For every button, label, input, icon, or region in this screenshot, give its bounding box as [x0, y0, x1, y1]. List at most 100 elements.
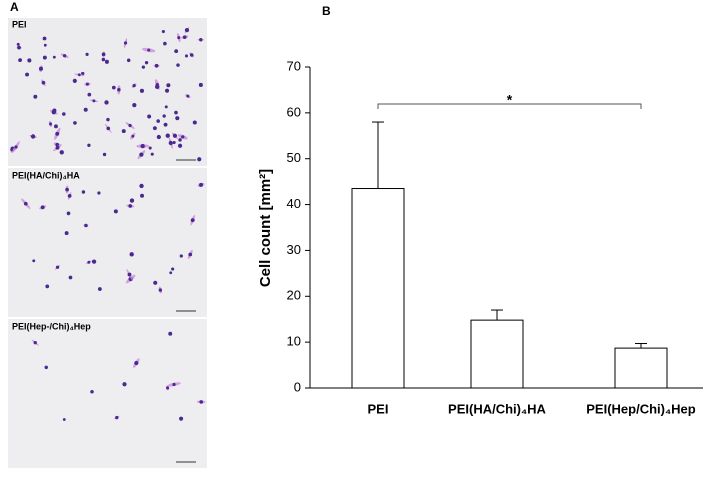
cell-nucleus — [192, 120, 197, 125]
cell-nucleus — [97, 191, 101, 195]
cell-nucleus — [39, 66, 43, 71]
cell-nucleus — [131, 134, 135, 138]
cell-nucleus — [165, 133, 170, 138]
cell-nucleus — [55, 265, 60, 269]
cell-nucleus — [178, 138, 182, 142]
cell-nucleus — [140, 143, 145, 149]
cell-nucleus — [44, 365, 48, 370]
cell-nucleus — [42, 55, 47, 60]
cell-nucleus — [172, 382, 176, 387]
cell-nucleus — [198, 82, 203, 87]
cell-nucleus — [106, 126, 111, 131]
cell-nucleus — [83, 107, 88, 112]
cell-nucleus — [49, 122, 52, 126]
cell-nucleus — [147, 48, 151, 52]
cell-nucleus — [176, 63, 180, 67]
cell-nucleus — [68, 275, 73, 280]
cell-nucleus — [171, 267, 175, 271]
cell-nucleus — [132, 102, 137, 108]
cell-nucleus — [150, 152, 154, 156]
cell-nucleus — [106, 117, 110, 122]
cell-nucleus — [199, 38, 203, 42]
cell-nucleus — [127, 272, 132, 277]
cell-nucleus — [148, 146, 152, 150]
cell-nucleus — [102, 152, 107, 157]
cell-nucleus — [134, 360, 139, 366]
cell-nucleus — [189, 53, 194, 57]
cell-nucleus — [55, 142, 60, 147]
cell-nucleus — [81, 190, 86, 194]
cell-nucleus — [77, 73, 81, 77]
cell-nucleus — [164, 105, 168, 109]
micrograph — [8, 18, 207, 166]
cell-nucleus — [87, 143, 91, 147]
cell-nucleus — [104, 59, 109, 64]
cell-nucleus — [40, 205, 45, 210]
bar — [614, 347, 668, 389]
cell-nucleus — [18, 58, 22, 63]
cell-nucleus — [168, 140, 173, 146]
y-tick-label: 30 — [287, 242, 301, 257]
cell-nucleus — [97, 287, 102, 291]
cell-nucleus — [141, 65, 146, 69]
cell-nucleus — [129, 252, 134, 257]
cell-nucleus — [132, 83, 136, 88]
cell-nucleus — [158, 288, 163, 292]
cell-nucleus — [52, 55, 56, 59]
y-tick-label: 10 — [287, 334, 301, 349]
cell-nucleus — [64, 231, 69, 236]
image-label: PEI(Hep-/Chi)₄Hep — [12, 321, 91, 331]
cell-nucleus — [154, 84, 160, 89]
cell-nucleus — [175, 116, 180, 121]
cell-nucleus — [163, 41, 167, 46]
cell-nucleus — [147, 114, 152, 119]
cell-nucleus — [190, 218, 195, 223]
cell-nucleus — [17, 45, 21, 50]
cell-nucleus — [126, 58, 131, 63]
cell-nucleus — [129, 198, 135, 203]
cell-nucleus — [123, 41, 128, 45]
cell-nucleus — [84, 223, 88, 228]
cell-nucleus — [179, 254, 183, 258]
cell-nucleus — [73, 121, 77, 125]
cell-nucleus — [168, 331, 173, 336]
cell-nucleus — [33, 94, 38, 99]
cell-nucleus — [128, 123, 132, 128]
cell-nucleus — [62, 418, 66, 421]
cell-nucleus — [62, 54, 67, 58]
cell-nucleus — [66, 211, 71, 216]
cell-nucleus — [90, 390, 94, 394]
cell-nucleus — [87, 260, 91, 264]
cell-nucleus — [128, 204, 133, 208]
cell-nucleus — [186, 94, 190, 98]
cell-nucleus — [33, 340, 37, 345]
cell-nucleus — [156, 119, 160, 123]
cell-nucleus — [14, 145, 18, 149]
cell-nucleus — [55, 145, 60, 150]
y-tick-label: 70 — [287, 58, 301, 73]
cell-nucleus — [152, 126, 157, 131]
cell-nucleus — [164, 88, 170, 93]
cells — [10, 26, 206, 421]
cell-nucleus — [154, 63, 159, 68]
cell-nucleus — [182, 35, 187, 39]
micrograph — [8, 319, 207, 468]
panel-label: A — [10, 0, 19, 14]
y-tick-label: 60 — [287, 104, 301, 119]
cell-nucleus — [121, 129, 126, 134]
cell-nucleus — [139, 152, 144, 157]
cell-nucleus — [23, 201, 28, 206]
cell-nucleus — [101, 52, 106, 57]
cell-nucleus — [172, 140, 176, 145]
y-axis-label: Cell count [mm²] — [257, 169, 274, 287]
cell-nucleus — [115, 415, 119, 420]
cell-nucleus — [41, 80, 46, 85]
cell-nucleus — [62, 112, 66, 116]
cell-nucleus — [122, 382, 127, 387]
image-label: PEI — [12, 19, 27, 29]
image-label: PEI(HA/Chi)₄HA — [12, 170, 80, 180]
cell-nucleus — [16, 42, 20, 46]
cell-nucleus — [184, 28, 190, 33]
cell-nucleus — [30, 134, 36, 139]
